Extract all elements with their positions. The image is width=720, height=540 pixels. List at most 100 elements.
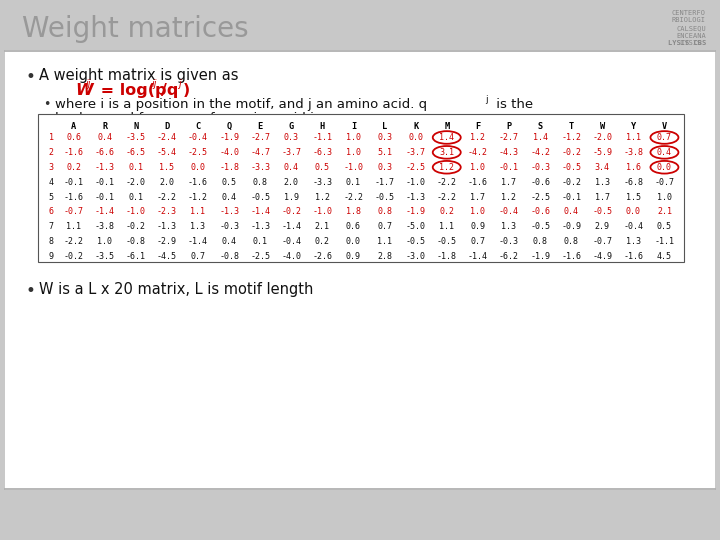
Text: 1.4: 1.4 — [439, 133, 454, 142]
Text: -1.4: -1.4 — [468, 252, 488, 261]
Text: 2.1: 2.1 — [315, 222, 330, 231]
Text: 6: 6 — [48, 207, 53, 217]
Text: 0.4: 0.4 — [657, 148, 672, 157]
Text: W: W — [600, 122, 605, 131]
Text: Y: Y — [631, 122, 636, 131]
Text: -1.3: -1.3 — [157, 222, 177, 231]
Text: 1.1: 1.1 — [66, 222, 81, 231]
Text: 2.0: 2.0 — [284, 178, 299, 187]
Text: -2.5: -2.5 — [188, 148, 208, 157]
Text: -1.3: -1.3 — [250, 222, 270, 231]
Text: -0.7: -0.7 — [63, 207, 84, 217]
Text: -1.6: -1.6 — [188, 178, 208, 187]
Text: E: E — [258, 122, 263, 131]
Text: T: T — [569, 122, 574, 131]
Text: 0.6: 0.6 — [346, 222, 361, 231]
Text: G: G — [289, 122, 294, 131]
Text: 9: 9 — [48, 252, 53, 261]
Text: 1.3: 1.3 — [626, 237, 641, 246]
Text: V: V — [662, 122, 667, 131]
Text: -3.3: -3.3 — [312, 178, 333, 187]
Text: K: K — [413, 122, 418, 131]
Text: 2.8: 2.8 — [377, 252, 392, 261]
Text: 0.4: 0.4 — [97, 133, 112, 142]
Text: •: • — [43, 98, 50, 111]
Text: 2: 2 — [48, 148, 53, 157]
Text: -2.5: -2.5 — [250, 252, 270, 261]
Text: 1.1: 1.1 — [377, 237, 392, 246]
Text: -1.2: -1.2 — [561, 133, 581, 142]
Text: 1.3: 1.3 — [501, 222, 516, 231]
Text: 0.8: 0.8 — [533, 237, 547, 246]
Text: 1.9: 1.9 — [284, 193, 299, 201]
Text: -1.9: -1.9 — [405, 207, 426, 217]
Text: 1.8: 1.8 — [346, 207, 361, 217]
Text: -1.0: -1.0 — [405, 178, 426, 187]
Text: 0.4: 0.4 — [222, 237, 237, 246]
Text: -0.5: -0.5 — [561, 163, 581, 172]
Text: -0.2: -0.2 — [126, 222, 145, 231]
Text: -0.6: -0.6 — [530, 207, 550, 217]
Text: -4.5: -4.5 — [157, 252, 177, 261]
Text: -2.7: -2.7 — [499, 133, 519, 142]
Text: -0.3: -0.3 — [530, 163, 550, 172]
Text: •: • — [25, 282, 35, 300]
Text: 0.7: 0.7 — [657, 133, 672, 142]
Text: -0.1: -0.1 — [94, 193, 114, 201]
Text: 1.7: 1.7 — [595, 193, 610, 201]
Text: -1.8: -1.8 — [219, 163, 239, 172]
Text: ): ) — [183, 83, 190, 98]
Text: -1.0: -1.0 — [126, 207, 145, 217]
Text: -0.7: -0.7 — [593, 237, 612, 246]
Text: -0.1: -0.1 — [499, 163, 519, 172]
Text: -3.7: -3.7 — [282, 148, 301, 157]
Text: -0.5: -0.5 — [437, 237, 456, 246]
Text: 0.0: 0.0 — [346, 237, 361, 246]
Text: 0.3: 0.3 — [284, 133, 299, 142]
Text: -5.4: -5.4 — [157, 148, 177, 157]
Text: -2.2: -2.2 — [63, 237, 84, 246]
Text: 1.0: 1.0 — [346, 133, 361, 142]
Text: 5.1: 5.1 — [377, 148, 392, 157]
Bar — [38, 114, 684, 262]
Text: -6.3: -6.3 — [312, 148, 333, 157]
Text: -6.1: -6.1 — [126, 252, 145, 261]
Text: ij: ij — [152, 79, 158, 89]
Text: 0.2: 0.2 — [439, 207, 454, 217]
Text: 2.1: 2.1 — [657, 207, 672, 217]
Text: 0.9: 0.9 — [346, 252, 361, 261]
Text: -1.7: -1.7 — [374, 178, 395, 187]
Text: -0.4: -0.4 — [188, 133, 208, 142]
Text: -1.6: -1.6 — [468, 178, 488, 187]
Text: -0.6: -0.6 — [530, 178, 550, 187]
Text: -1.3: -1.3 — [94, 163, 114, 172]
Text: 0.5: 0.5 — [315, 163, 330, 172]
Text: 0.5: 0.5 — [222, 178, 237, 187]
Text: -0.4: -0.4 — [282, 237, 301, 246]
Text: 0.8: 0.8 — [377, 207, 392, 217]
Text: -0.5: -0.5 — [405, 237, 426, 246]
Text: -0.8: -0.8 — [126, 237, 145, 246]
Text: Q: Q — [226, 122, 232, 131]
Text: -6.5: -6.5 — [126, 148, 145, 157]
Text: -5.9: -5.9 — [593, 148, 612, 157]
Text: Weight matrices: Weight matrices — [22, 15, 248, 43]
Text: R: R — [102, 122, 107, 131]
Text: 0.4: 0.4 — [222, 193, 237, 201]
Text: -0.9: -0.9 — [561, 222, 581, 231]
Text: -4.9: -4.9 — [593, 252, 612, 261]
Text: 4.5: 4.5 — [657, 252, 672, 261]
Text: -2.2: -2.2 — [437, 193, 456, 201]
Text: -0.4: -0.4 — [624, 222, 644, 231]
Text: -3.5: -3.5 — [126, 133, 145, 142]
Text: -3.8: -3.8 — [624, 148, 644, 157]
Text: -0.8: -0.8 — [219, 252, 239, 261]
Text: -1.9: -1.9 — [530, 252, 550, 261]
Text: 0.4: 0.4 — [284, 163, 299, 172]
Text: is the: is the — [492, 98, 533, 111]
Text: -0.2: -0.2 — [63, 252, 84, 261]
Text: -3.0: -3.0 — [405, 252, 426, 261]
Text: N: N — [133, 122, 138, 131]
Bar — [5, 490, 715, 512]
Text: -0.5: -0.5 — [374, 193, 395, 201]
